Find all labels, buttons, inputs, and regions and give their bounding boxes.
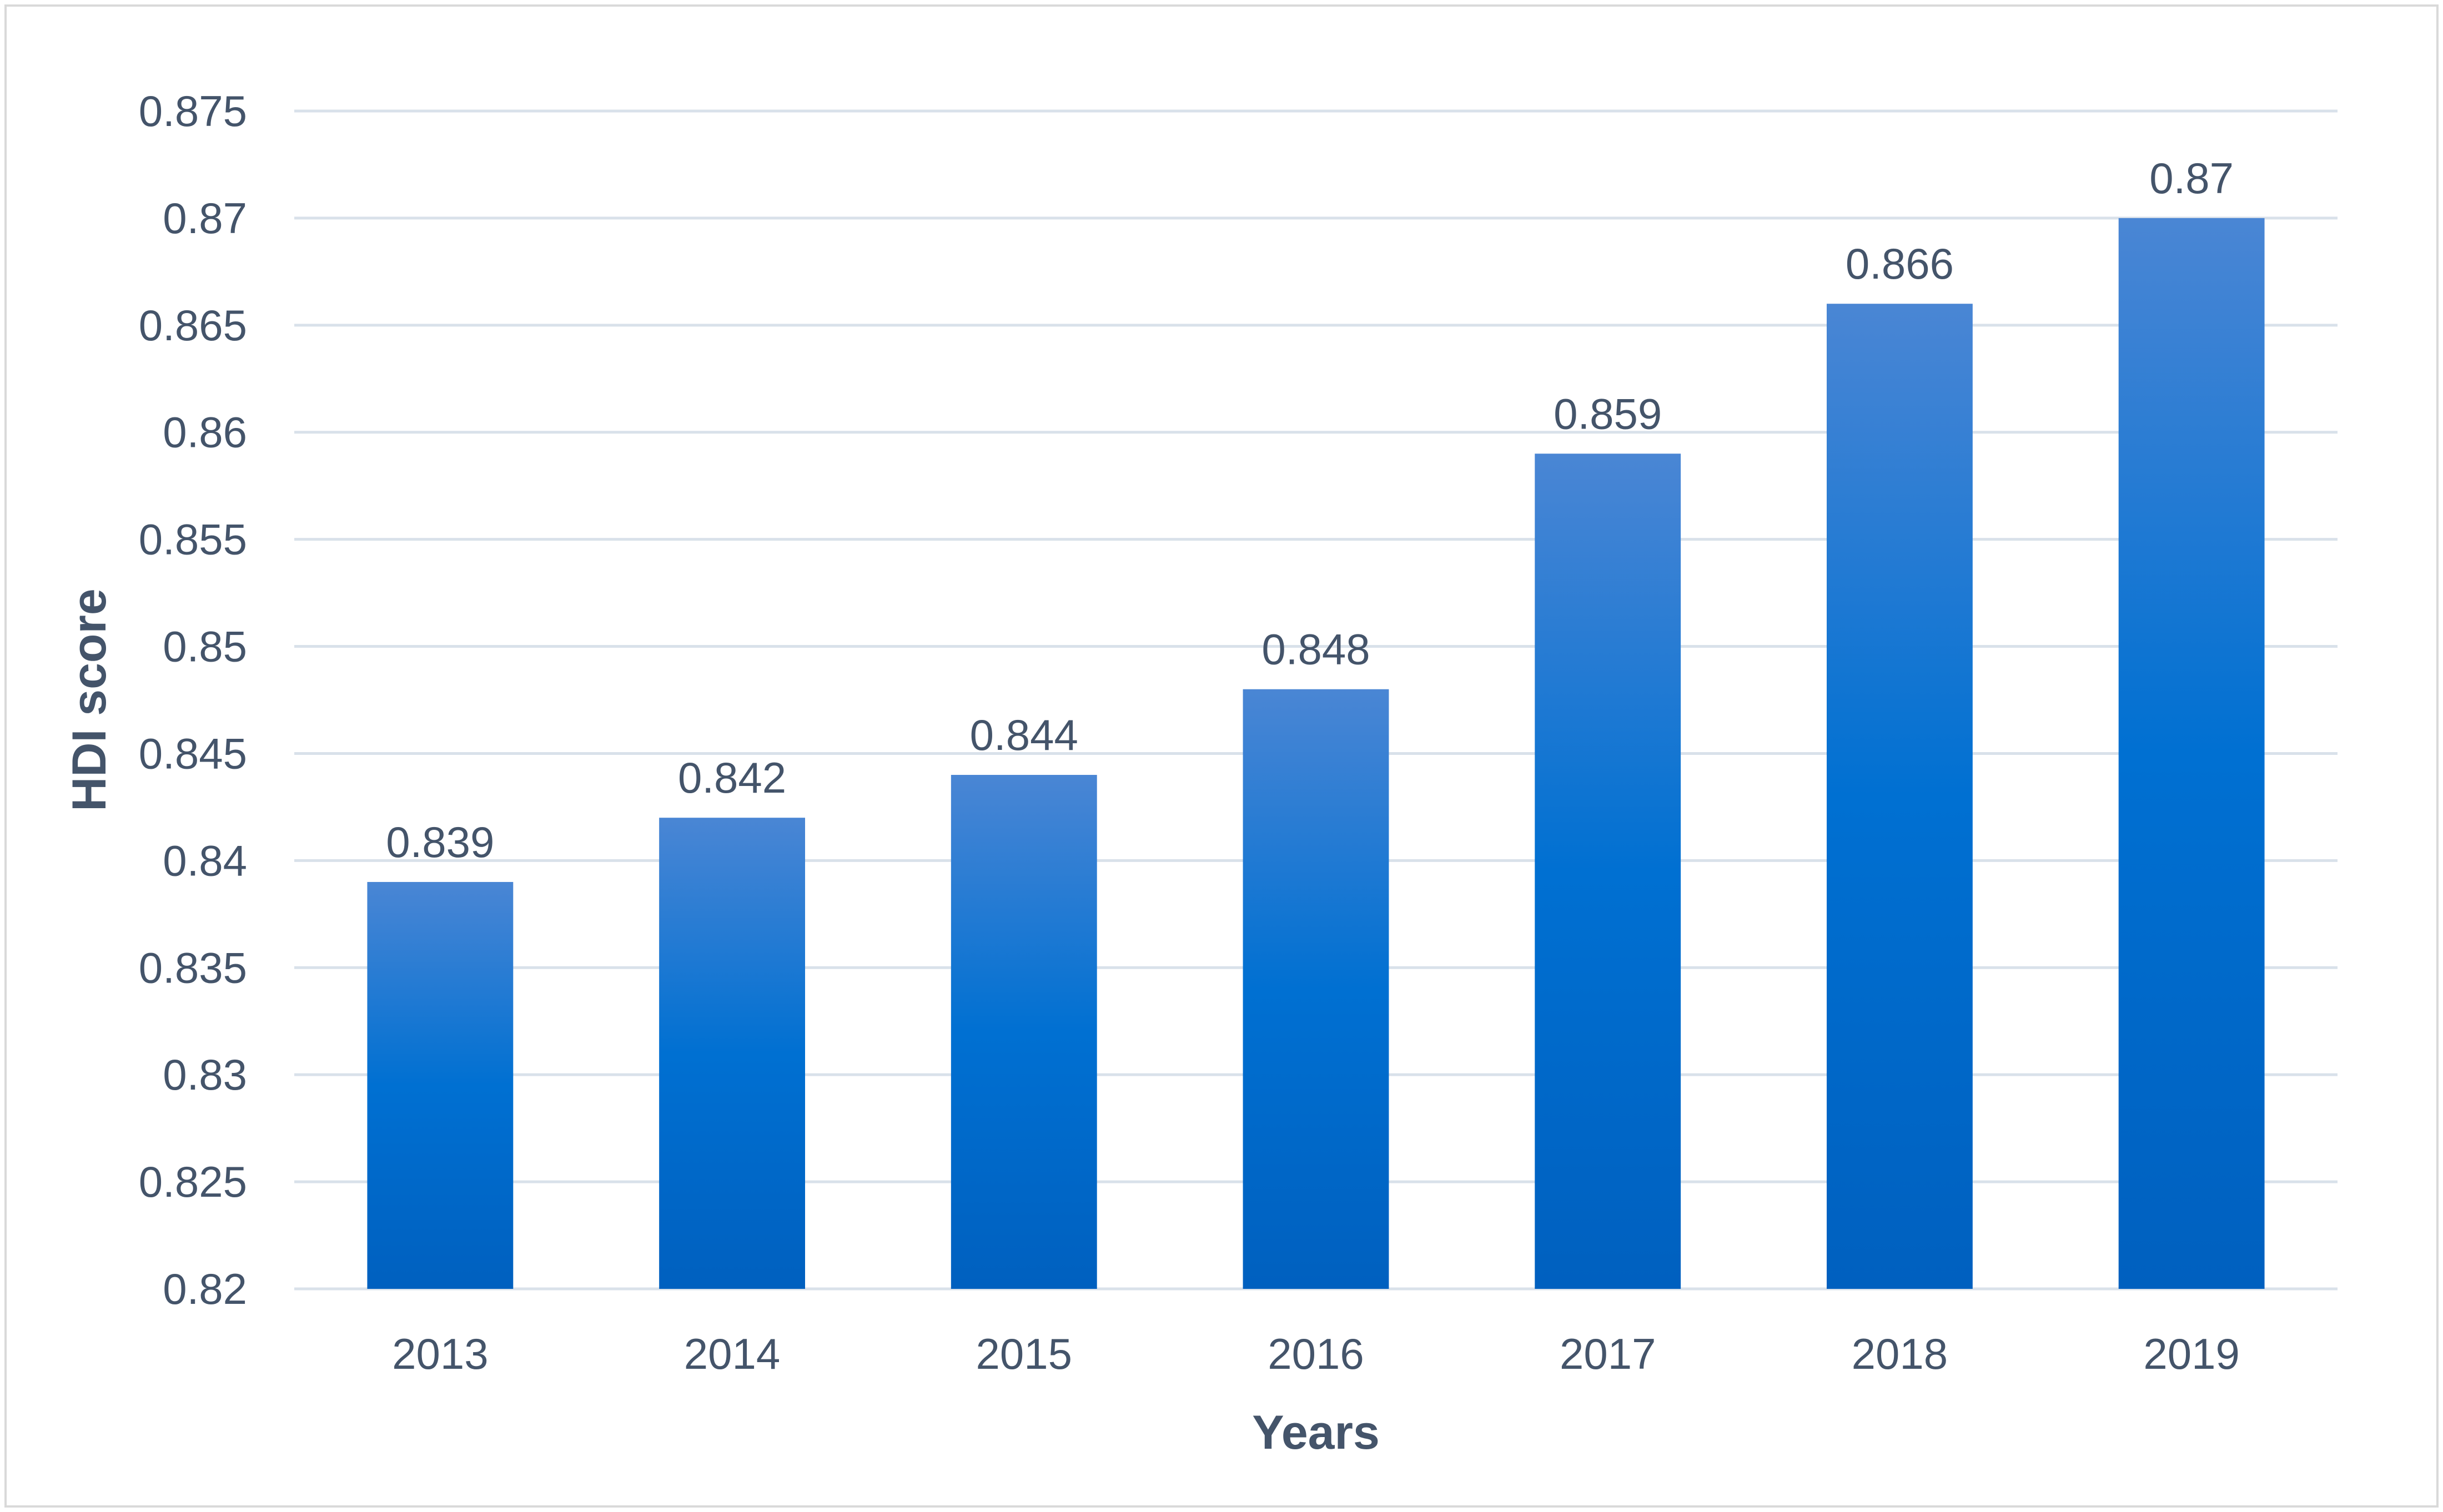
bar-2014 — [659, 818, 805, 1289]
x-tick-label-2015: 2015 — [976, 1329, 1073, 1378]
y-tick-label: 0.84 — [163, 836, 247, 885]
x-axis-ticks: 2013 2014 2015 2016 2017 2018 2019 — [392, 1329, 2240, 1378]
bar-2013 — [367, 881, 514, 1289]
y-axis-title: HDI score — [63, 588, 116, 812]
y-axis-ticks: 0.82 0.825 0.83 0.835 0.84 0.845 0.85 0.855 0.86… — [139, 87, 247, 1313]
bar-2018 — [1827, 304, 1973, 1289]
x-tick-label-2017: 2017 — [1560, 1329, 1656, 1378]
bar-2015 — [951, 775, 1097, 1289]
y-tick-label: 0.87 — [163, 194, 247, 243]
y-tick-label: 0.875 — [139, 87, 247, 135]
data-label-2018: 0.866 — [1846, 239, 1954, 288]
bar-2017 — [1535, 453, 1681, 1289]
y-tick-label: 0.825 — [139, 1157, 247, 1206]
y-tick-label: 0.865 — [139, 301, 247, 350]
x-tick-label-2018: 2018 — [1852, 1329, 1948, 1378]
data-label-2017: 0.859 — [1554, 389, 1662, 438]
y-tick-label: 0.86 — [163, 408, 247, 457]
data-label-2013: 0.839 — [386, 818, 494, 866]
data-label-2015: 0.844 — [970, 710, 1078, 759]
y-tick-label: 0.845 — [139, 729, 247, 778]
x-tick-label-2013: 2013 — [392, 1329, 489, 1378]
x-tick-label-2016: 2016 — [1268, 1329, 1364, 1378]
x-tick-label-2019: 2019 — [2143, 1329, 2240, 1378]
y-tick-label: 0.83 — [163, 1050, 247, 1099]
bar-2019 — [2118, 218, 2265, 1289]
data-label-2019: 0.87 — [2149, 154, 2234, 203]
data-label-2016: 0.848 — [1261, 625, 1370, 674]
data-label-2014: 0.842 — [678, 753, 786, 802]
y-tick-label: 0.855 — [139, 515, 247, 564]
bar-2016 — [1243, 689, 1389, 1289]
data-labels: 0.839 0.842 0.844 0.848 0.859 0.866 0.87 — [386, 154, 2234, 866]
y-tick-label: 0.85 — [163, 622, 247, 671]
x-axis-title: Years — [1252, 1406, 1380, 1459]
x-tick-label-2014: 2014 — [684, 1329, 781, 1378]
y-tick-label: 0.82 — [163, 1264, 247, 1313]
y-tick-label: 0.835 — [139, 943, 247, 992]
bars — [367, 218, 2265, 1289]
gridlines — [294, 109, 2338, 1291]
